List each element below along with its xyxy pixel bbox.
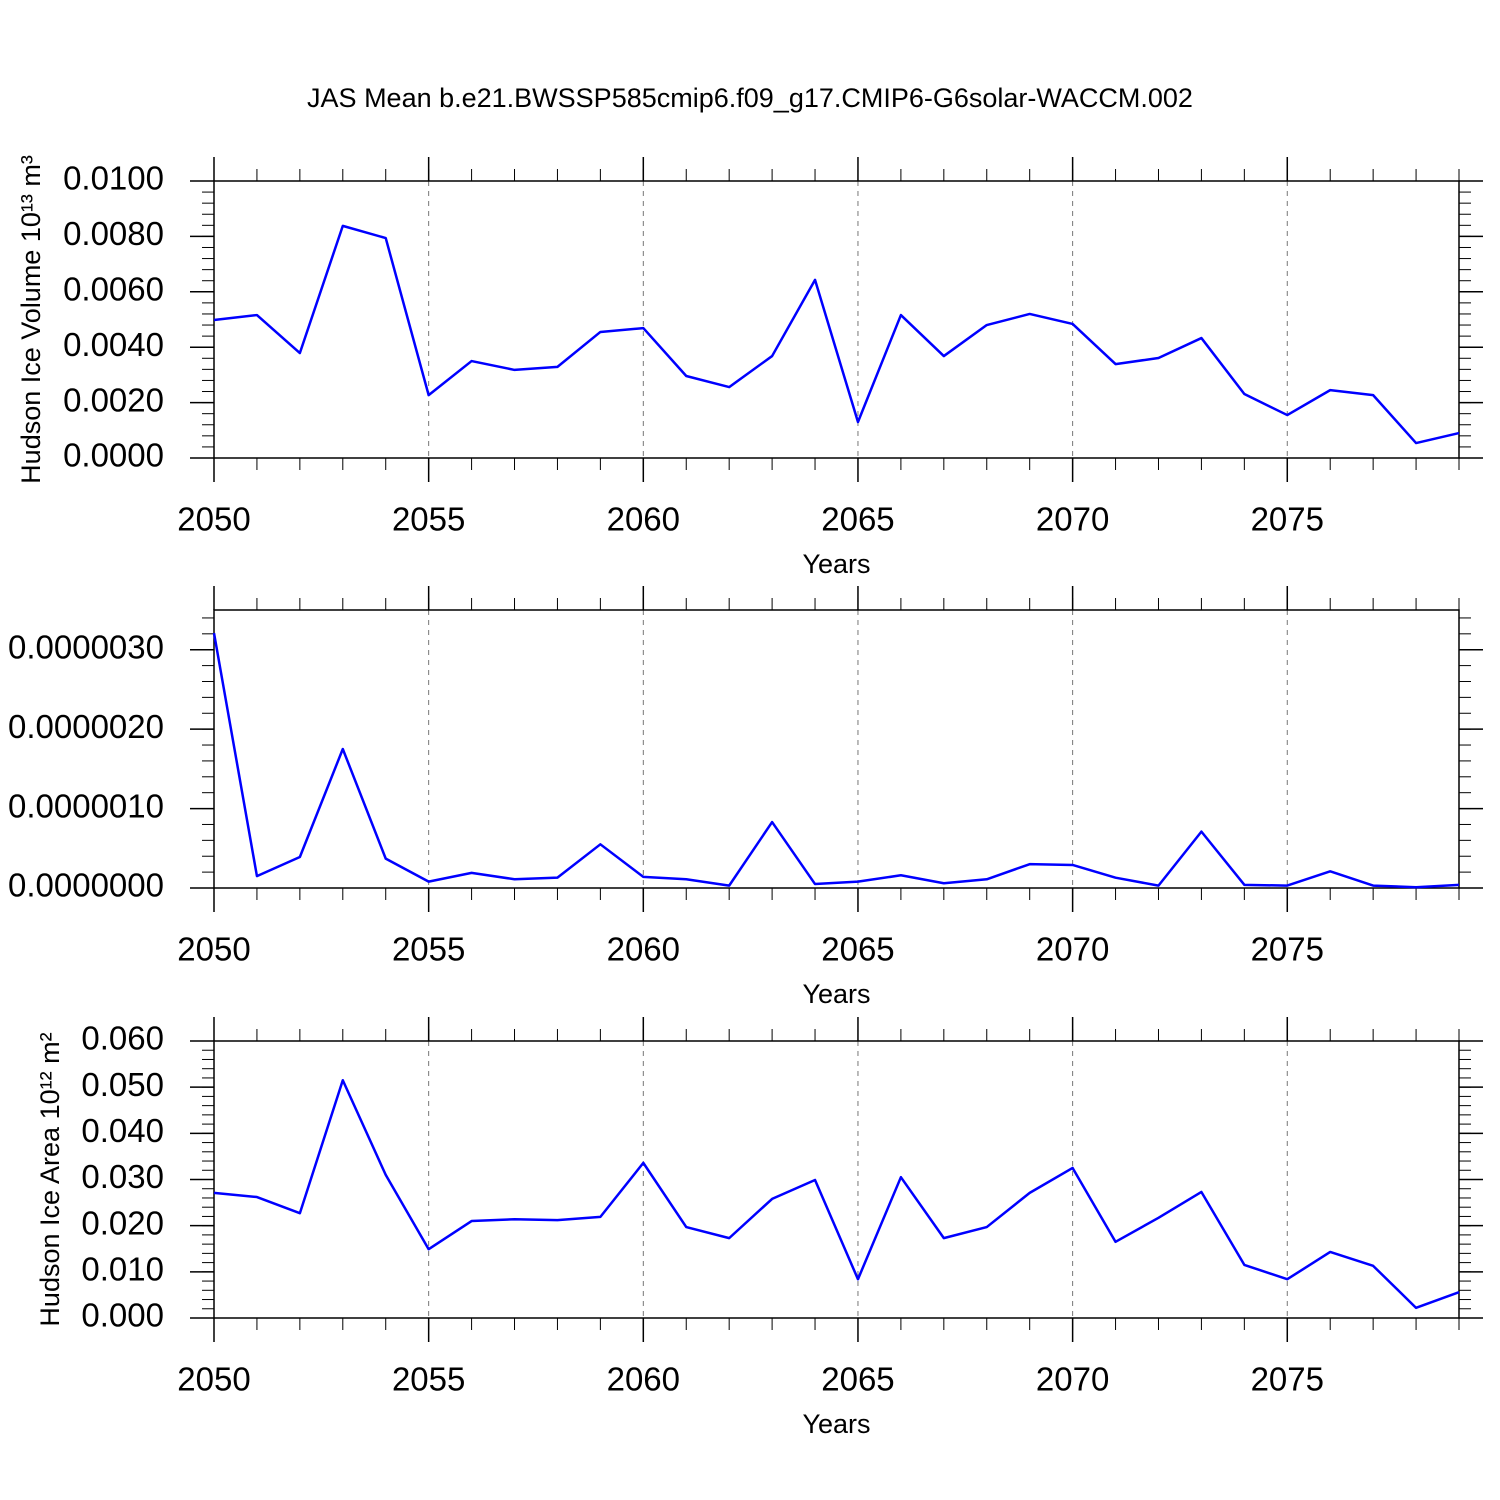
y-tick-label: 0.0080 — [63, 215, 164, 252]
data-line — [213, 1078, 1460, 1310]
y-tick-label: 0.010 — [81, 1251, 164, 1288]
y-tick-label: 0.0060 — [63, 271, 164, 308]
x-tick-label: 2075 — [1251, 931, 1324, 968]
x-tick-label: 2055 — [392, 931, 465, 968]
y-tick-label: 0.0000030 — [8, 628, 164, 665]
plot-frame — [213, 1040, 1460, 1319]
y-tick-label: 0.0000010 — [8, 787, 164, 824]
x-axis-label: Years — [802, 979, 870, 1009]
y-tick-label: 0.060 — [81, 1020, 164, 1057]
x-tick-label: 2070 — [1036, 1361, 1109, 1398]
data-line — [213, 224, 1460, 445]
x-tick-label: 2055 — [392, 1361, 465, 1398]
x-tick-label: 2065 — [821, 931, 894, 968]
y-tick-label: 0.030 — [81, 1158, 164, 1195]
y-tick-label: 0.050 — [81, 1066, 164, 1103]
x-axis-label: Years — [802, 549, 870, 579]
x-tick-label: 2060 — [607, 1361, 680, 1398]
y-axis-label: Hudson Ice Area 10¹² m² — [35, 1032, 65, 1326]
x-tick-label: 2065 — [821, 501, 894, 538]
x-tick-label: 2050 — [177, 1361, 250, 1398]
plot-frame — [213, 609, 1460, 889]
x-tick-label: 2050 — [177, 501, 250, 538]
x-tick-label: 2050 — [177, 931, 250, 968]
plot-frame — [213, 180, 1460, 459]
y-tick-label: 0.0020 — [63, 381, 164, 418]
y-tick-label: 0.0000000 — [8, 867, 164, 904]
x-tick-label: 2060 — [607, 501, 680, 538]
y-tick-label: 0.020 — [81, 1204, 164, 1241]
y-tick-label: 0.0040 — [63, 326, 164, 363]
x-tick-label: 2070 — [1036, 931, 1109, 968]
x-tick-label: 2065 — [821, 1361, 894, 1398]
x-tick-label: 2055 — [392, 501, 465, 538]
y-axis-label: Hudson Ice Volume 10¹³ m³ — [16, 155, 46, 484]
x-tick-label: 2075 — [1251, 501, 1324, 538]
chart-title: JAS Mean b.e21.BWSSP585cmip6.f09_g17.CMI… — [307, 83, 1193, 113]
x-tick-label: 2070 — [1036, 501, 1109, 538]
y-tick-label: 0.0000020 — [8, 708, 164, 745]
y-tick-label: 0.040 — [81, 1112, 164, 1149]
x-tick-label: 2075 — [1251, 1361, 1324, 1398]
data-line — [212, 632, 1460, 889]
x-tick-label: 2060 — [607, 931, 680, 968]
y-tick-label: 0.000 — [81, 1297, 164, 1334]
y-tick-label: 0.0000 — [63, 437, 164, 474]
y-tick-label: 0.0100 — [63, 160, 164, 197]
x-axis-label: Years — [802, 1409, 870, 1439]
